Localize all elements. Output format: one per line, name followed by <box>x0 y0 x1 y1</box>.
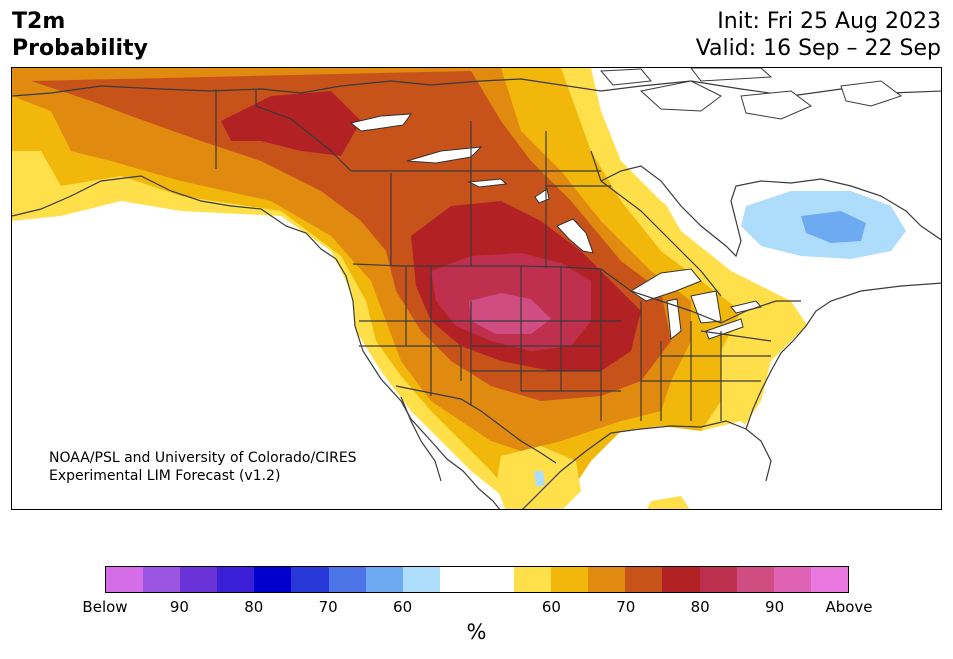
baja-coast <box>400 396 442 482</box>
colorbar-segment <box>625 567 663 592</box>
great-slave-lake <box>349 113 413 132</box>
colorbar-segment <box>736 567 774 592</box>
colorbar-tick-label: Below <box>82 598 128 616</box>
credit-text: NOAA/PSL and University of Colorado/CIRE… <box>49 449 357 485</box>
lake-winnipeg <box>556 218 594 254</box>
lake-superior <box>630 268 702 302</box>
prob-field-below-60-mexico <box>534 471 545 487</box>
valid-date: Valid: 16 Sep – 22 Sep <box>695 36 941 61</box>
colorbar-tick-label: 60 <box>393 598 413 616</box>
arctic-island <box>840 80 903 107</box>
arctic-islands <box>599 68 903 120</box>
prob-field-60-florida <box>647 496 690 509</box>
lake-erie <box>705 318 744 340</box>
colorbar-tick-label: 90 <box>169 598 189 616</box>
colorbar-segment <box>328 567 366 592</box>
atlantic-coastline <box>745 282 941 430</box>
colorbar-segment <box>514 567 552 592</box>
colorbar-segment <box>365 567 403 592</box>
pacific-coastline <box>12 175 501 509</box>
credit-line-2: Experimental LIM Forecast (v1.2) <box>49 468 281 484</box>
us-state-lines <box>359 266 772 421</box>
arctic-island <box>690 68 773 82</box>
colorbar-tick-label: 90 <box>765 598 785 616</box>
colorbar-tick-label: 70 <box>616 598 636 616</box>
colorbar-segment <box>217 567 255 592</box>
title-product: Probability <box>12 36 148 61</box>
lake-athabasca <box>467 178 508 188</box>
colorbar-segment <box>106 567 144 592</box>
map-title: T2m Probability <box>12 8 148 62</box>
arctic-island <box>740 90 812 120</box>
hudson-bay-coast <box>600 165 941 258</box>
colorbar-segment <box>180 567 218 592</box>
gulf-of-mexico <box>562 421 849 509</box>
lakes <box>349 113 762 340</box>
colorbar-segment <box>810 567 848 592</box>
colorbar-segment <box>588 567 626 592</box>
colorbar <box>105 566 849 593</box>
colorbar-tick-label: 80 <box>244 598 264 616</box>
credit-line-1: NOAA/PSL and University of Colorado/CIRE… <box>49 450 357 466</box>
colorbar-segment <box>439 567 477 592</box>
colorbar-segment <box>402 567 440 592</box>
colorbar-unit-label: % <box>466 620 487 644</box>
colorbar-tick-label: Above <box>825 598 873 616</box>
canada-provinces <box>255 89 722 297</box>
colorbar-segment <box>773 567 811 592</box>
colorbar-tick-label: 70 <box>318 598 338 616</box>
colorbar-tick-label: 80 <box>690 598 710 616</box>
colorbar-segment <box>476 567 515 592</box>
map-canvas <box>12 68 941 509</box>
title-variable: T2m <box>12 9 66 34</box>
lake-ontario <box>730 300 762 314</box>
us-mexico-border <box>395 385 557 464</box>
arctic-island <box>639 80 722 112</box>
gulf-coastline <box>522 420 772 509</box>
init-date: Init: Fri 25 Aug 2023 <box>717 9 941 34</box>
colorbar-ticks: Below 90 80 70 60 60 70 80 90 Above <box>82 598 872 618</box>
probability-map <box>11 67 942 510</box>
arctic-island <box>599 68 652 86</box>
forecast-dates: Init: Fri 25 Aug 2023 Valid: 16 Sep – 22… <box>696 8 941 62</box>
great-bear-lake <box>406 146 483 164</box>
colorbar-segment <box>143 567 181 592</box>
colorbar-segment <box>662 567 700 592</box>
colorbar-tick-label: 60 <box>541 598 561 616</box>
colorbar-segment <box>699 567 737 592</box>
prob-field-below-70-b <box>801 211 866 243</box>
colorbar-segment <box>551 567 589 592</box>
atlantic-ocean <box>761 286 941 509</box>
prob-field-90 <box>469 293 551 334</box>
lake-michigan <box>666 298 682 340</box>
probability-fields <box>12 68 941 509</box>
canada-us-border <box>352 263 801 324</box>
prob-field-80 <box>221 91 361 156</box>
colorbar-segment <box>291 567 329 592</box>
colorbar-segment <box>254 567 292 592</box>
pacific-ocean <box>12 206 499 509</box>
